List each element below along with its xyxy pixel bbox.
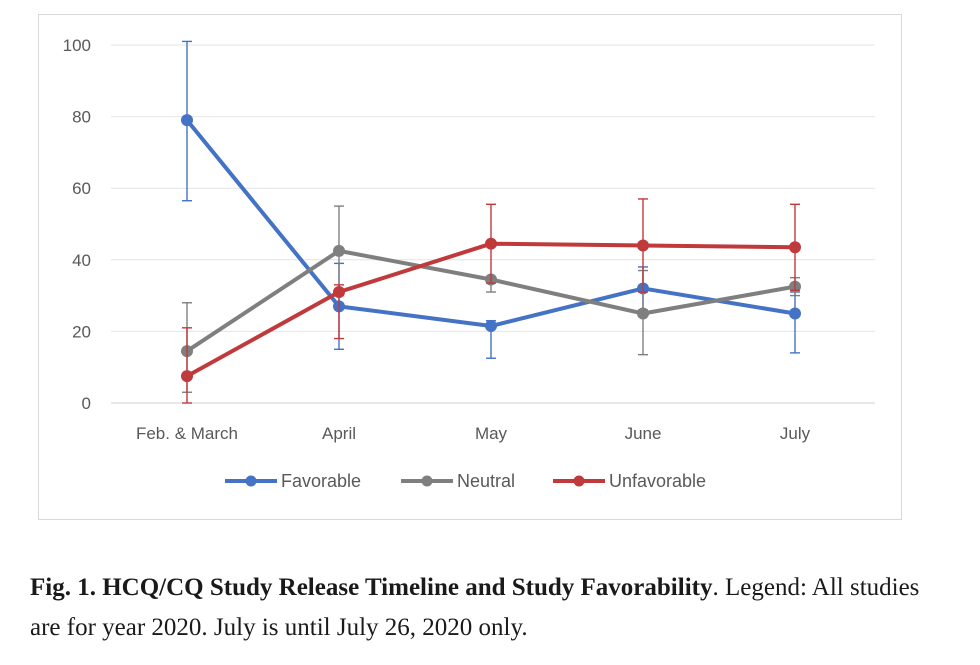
- y-tick-label: 40: [72, 251, 91, 270]
- gridlines: [111, 44, 875, 404]
- y-tick-label: 20: [72, 322, 91, 341]
- y-tick-label: 0: [82, 394, 91, 413]
- y-tick-label: 80: [72, 108, 91, 127]
- y-axis-ticks: 0 20 40 60 80 100: [63, 36, 91, 413]
- line-chart: 0 20 40 60 80 100 Feb. & March April May June Jul…: [63, 36, 875, 491]
- series-unfavorable: [181, 198, 801, 404]
- legend: Favorable Neutral Unfavorable: [225, 471, 706, 491]
- data-point: [181, 114, 193, 127]
- data-point: [333, 244, 345, 257]
- data-point: [333, 286, 345, 299]
- legend-label: Unfavorable: [609, 471, 706, 491]
- legend-marker: [245, 475, 257, 487]
- legend-marker: [573, 475, 585, 487]
- figure-caption: Fig. 1. HCQ/CQ Study Release Timeline an…: [30, 568, 930, 648]
- series-favorable: [181, 40, 801, 359]
- legend-label: Neutral: [457, 471, 515, 491]
- x-tick-label: June: [625, 424, 662, 443]
- x-tick-label: May: [475, 424, 508, 443]
- caption-text: . Legend: All studies are for year 2020.…: [30, 574, 920, 641]
- chart-frame: 0 20 40 60 80 100 Feb. & March April May June Jul…: [38, 14, 902, 520]
- y-tick-label: 100: [63, 36, 91, 55]
- data-point: [485, 237, 497, 250]
- legend-marker: [421, 475, 433, 487]
- data-point: [789, 241, 801, 254]
- legend-item-neutral: Neutral: [401, 471, 515, 491]
- series-group: [181, 40, 801, 404]
- x-tick-label: July: [780, 424, 811, 443]
- x-tick-label: Feb. & March: [136, 424, 238, 443]
- caption-title: Fig. 1. HCQ/CQ Study Release Timeline an…: [30, 574, 713, 601]
- legend-item-unfavorable: Unfavorable: [553, 471, 706, 491]
- x-axis-ticks: Feb. & March April May June July: [136, 424, 811, 443]
- data-point: [789, 307, 801, 320]
- legend-label: Favorable: [281, 471, 361, 491]
- x-tick-label: April: [322, 424, 356, 443]
- data-point: [637, 307, 649, 320]
- data-point: [637, 239, 649, 252]
- y-tick-label: 60: [72, 179, 91, 198]
- legend-item-favorable: Favorable: [225, 471, 361, 491]
- data-point: [485, 320, 497, 333]
- data-point: [181, 370, 193, 383]
